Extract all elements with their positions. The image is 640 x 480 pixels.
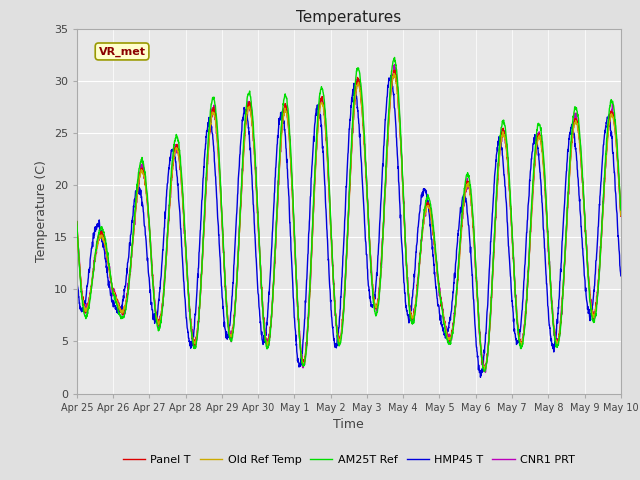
- HMP45 T: [584, 311, 592, 316]
- Panel T: [481, 367, 489, 372]
- CNR1 PRT: [508, 213, 515, 219]
- CNR1 PRT: [376, 276, 384, 281]
- HMP45 T: [73, 276, 81, 281]
- Old Ref Temp: [390, 71, 397, 76]
- HMP45 T: [508, 286, 515, 292]
- Old Ref Temp: [617, 213, 625, 218]
- Y-axis label: Temperature (C): Temperature (C): [35, 160, 48, 262]
- HMP45 T: [225, 331, 232, 337]
- Panel T: [570, 123, 577, 129]
- HMP45 T: [376, 214, 384, 220]
- CNR1 PRT: [225, 324, 232, 330]
- Text: VR_met: VR_met: [99, 47, 145, 57]
- Old Ref Temp: [508, 218, 515, 224]
- Panel T: [617, 213, 625, 219]
- Line: CNR1 PRT: CNR1 PRT: [77, 64, 621, 372]
- AM25T Ref: [584, 276, 592, 282]
- Panel T: [365, 215, 372, 220]
- HMP45 T: [617, 273, 625, 279]
- CNR1 PRT: [390, 61, 398, 67]
- CNR1 PRT: [365, 213, 372, 218]
- AM25T Ref: [508, 209, 515, 215]
- AM25T Ref: [73, 219, 81, 225]
- Old Ref Temp: [570, 128, 577, 134]
- Old Ref Temp: [481, 367, 488, 373]
- Panel T: [391, 67, 399, 73]
- Line: AM25T Ref: AM25T Ref: [77, 58, 621, 372]
- HMP45 T: [570, 125, 577, 131]
- AM25T Ref: [376, 281, 384, 287]
- HMP45 T: [387, 72, 395, 78]
- Panel T: [225, 324, 232, 330]
- AM25T Ref: [365, 214, 372, 220]
- CNR1 PRT: [570, 123, 577, 129]
- Panel T: [508, 216, 515, 222]
- AM25T Ref: [570, 113, 577, 119]
- Old Ref Temp: [365, 218, 372, 224]
- Line: HMP45 T: HMP45 T: [77, 75, 621, 377]
- AM25T Ref: [481, 369, 488, 374]
- AM25T Ref: [617, 207, 625, 213]
- CNR1 PRT: [73, 224, 81, 229]
- HMP45 T: [477, 374, 484, 380]
- Title: Temperatures: Temperatures: [296, 10, 401, 25]
- Panel T: [73, 218, 81, 224]
- X-axis label: Time: Time: [333, 418, 364, 431]
- Line: Panel T: Panel T: [77, 70, 621, 370]
- CNR1 PRT: [584, 274, 592, 279]
- HMP45 T: [365, 282, 372, 288]
- AM25T Ref: [390, 55, 398, 60]
- Old Ref Temp: [225, 324, 232, 329]
- Old Ref Temp: [376, 277, 384, 283]
- CNR1 PRT: [482, 369, 490, 375]
- Old Ref Temp: [73, 224, 81, 229]
- Legend: Panel T, Old Ref Temp, AM25T Ref, HMP45 T, CNR1 PRT: Panel T, Old Ref Temp, AM25T Ref, HMP45 …: [118, 450, 579, 469]
- Panel T: [584, 271, 592, 277]
- Panel T: [376, 278, 384, 284]
- AM25T Ref: [225, 326, 232, 332]
- CNR1 PRT: [617, 212, 625, 217]
- Old Ref Temp: [584, 274, 592, 280]
- Line: Old Ref Temp: Old Ref Temp: [77, 73, 621, 370]
